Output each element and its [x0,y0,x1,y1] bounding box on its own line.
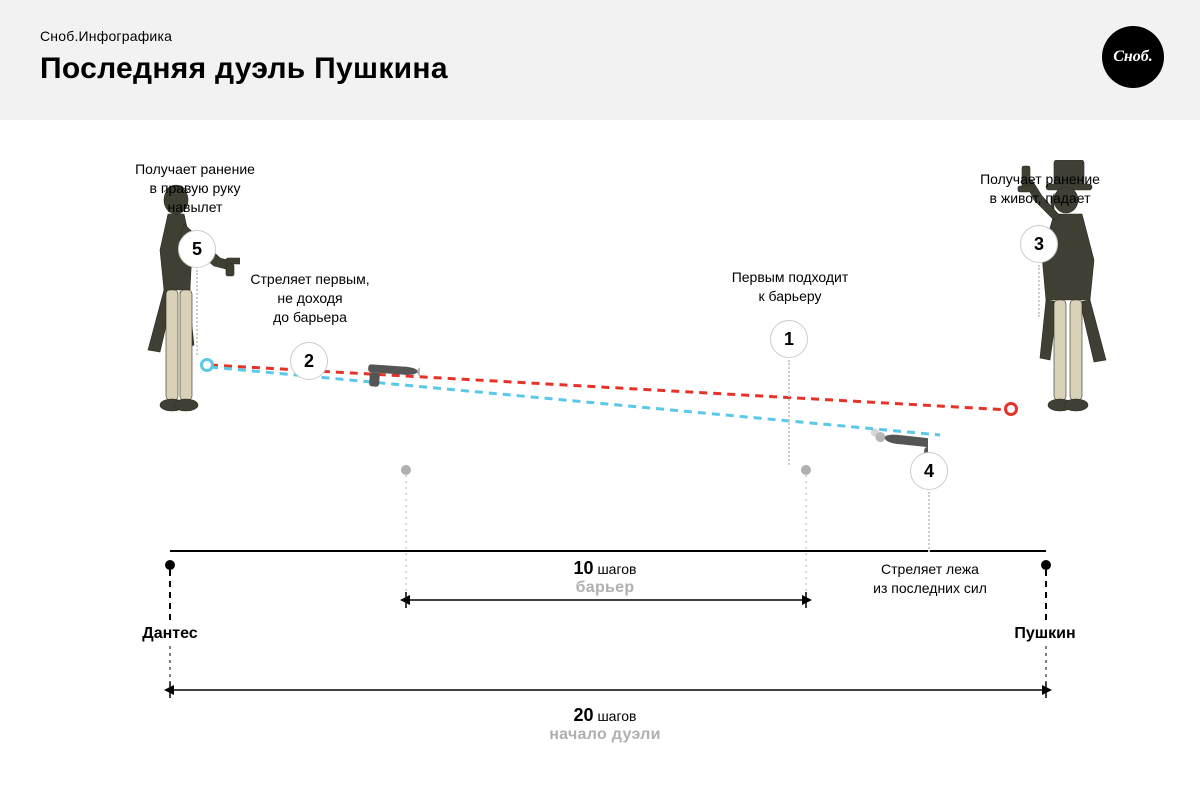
barrier-value: 10 [574,558,594,578]
step-1-text: Первым подходитк барьеру [700,268,880,306]
start-dot-left [165,560,175,570]
diagram-stage: Дантес Пушкин [0,120,1200,805]
start-unit: шагов [597,708,636,724]
name-right: Пушкин [1000,625,1090,643]
step-5-text: Получает ранениев правую рукунавылет [110,160,280,217]
pistol-dantes-icon [360,352,420,392]
wound-dot-pushkin [1004,402,1018,416]
barrier-dot-right [801,465,811,475]
barrier-guide-right [805,475,807,595]
start-value: 20 [574,705,594,725]
step-3-connector [1038,265,1040,317]
name-connector-right [1045,570,1047,620]
barrier-sub: барьер [576,579,635,596]
start-sub: начало дуэли [549,726,661,743]
brand-logo: Сноб. [1102,26,1164,88]
ground-line [170,550,1046,552]
wound-dot-dantes [200,358,214,372]
step-4-badge: 4 [910,452,948,490]
pretitle: Сноб.Инфографика [40,28,1160,44]
start-guide-left [169,646,171,686]
barrier-guide-left [405,475,407,595]
step-3-badge: 3 [1020,225,1058,263]
barrier-unit: шагов [597,561,636,577]
step-1-connector [788,360,790,465]
name-left: Дантес [130,625,210,643]
step-4-text: Стреляет лежаиз последних сил [850,560,1010,598]
header: Сноб.Инфографика Последняя дуэль Пушкина… [0,0,1200,120]
step-2-text: Стреляет первым,не доходядо барьера [230,270,390,327]
step-3-text: Получает ранениев живот, падает [950,170,1130,208]
start-dot-right [1041,560,1051,570]
dimension-start-arrow [164,680,1052,700]
figure-dantes [130,180,220,430]
barrier-dot-left [401,465,411,475]
step-5-connector [196,270,198,355]
step-2-badge: 2 [290,342,328,380]
step-1-badge: 1 [770,320,808,358]
step-4-connector [928,492,930,552]
dimension-barrier-label: 10 шагов барьер [530,558,680,597]
page-title: Последняя дуэль Пушкина [40,52,1160,86]
name-connector-left [169,570,171,620]
start-guide-right [1045,646,1047,686]
step-5-badge: 5 [178,230,216,268]
dimension-start-label: 20 шагов начало дуэли [520,705,690,744]
